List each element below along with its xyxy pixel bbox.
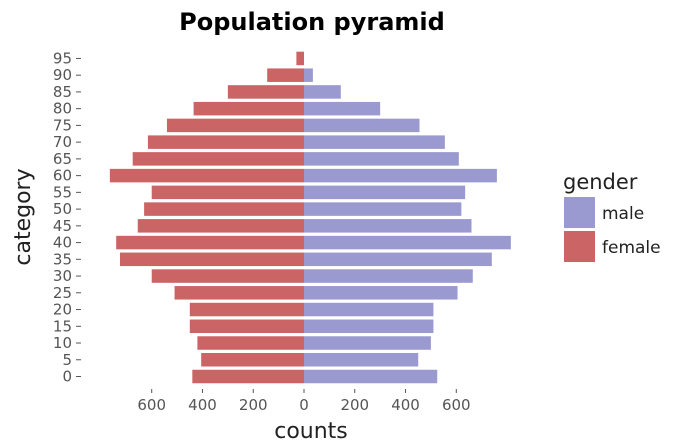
bar-male-10 — [304, 336, 431, 350]
y-tick-label-60: 60 — [53, 167, 72, 185]
bar-male-90 — [304, 68, 313, 82]
x-tick-label-2: 200 — [239, 396, 268, 414]
x-tick-label-3: 0 — [299, 396, 309, 414]
y-tick-label-0: 0 — [62, 368, 72, 386]
legend-label-male: male — [602, 204, 644, 224]
bar-female-70 — [147, 135, 304, 149]
legend-title: gender — [563, 170, 638, 194]
bar-male-65 — [304, 152, 459, 166]
bar-female-25 — [174, 286, 304, 300]
y-tick-label-40: 40 — [53, 234, 72, 252]
bar-male-25 — [304, 286, 458, 300]
y-tick-label-80: 80 — [53, 100, 72, 118]
bar-male-75 — [304, 118, 420, 133]
y-tick-label-70: 70 — [53, 133, 72, 151]
y-tick-label-5: 5 — [62, 351, 72, 369]
y-tick-label-20: 20 — [53, 301, 72, 319]
bar-male-45 — [304, 219, 472, 233]
bar-female-65 — [132, 152, 304, 166]
y-axis-title: category — [11, 168, 36, 265]
y-tick-label-85: 85 — [53, 83, 72, 101]
chart-title: Population pyramid — [179, 8, 445, 36]
y-tick-label-50: 50 — [53, 200, 72, 218]
bar-male-80 — [304, 101, 381, 116]
bar-male-15 — [304, 319, 434, 334]
bar-female-0 — [192, 369, 304, 384]
y-tick-label-75: 75 — [53, 116, 72, 134]
bar-female-55 — [151, 185, 304, 200]
bar-female-40 — [116, 235, 304, 250]
bar-male-5 — [304, 353, 419, 367]
x-tick-label-5: 400 — [391, 396, 420, 414]
bar-female-90 — [267, 68, 304, 82]
bar-female-95 — [296, 51, 304, 66]
y-tick-label-90: 90 — [53, 66, 72, 84]
bar-male-70 — [304, 135, 445, 149]
bar-male-40 — [304, 235, 511, 250]
y-tick-label-65: 65 — [53, 150, 72, 168]
y-tick-label-45: 45 — [53, 217, 72, 235]
legend-swatch-female — [564, 231, 595, 262]
bar-female-30 — [151, 269, 304, 283]
x-axis-title: counts — [274, 419, 348, 444]
bar-female-50 — [144, 202, 304, 216]
bar-male-50 — [304, 202, 462, 216]
bar-female-85 — [227, 85, 304, 99]
y-tick-label-25: 25 — [53, 284, 72, 302]
bar-female-60 — [109, 168, 304, 183]
bar-female-35 — [119, 252, 305, 267]
y-tick-label-10: 10 — [53, 334, 72, 352]
bar-male-85 — [304, 85, 341, 99]
bars-group — [109, 51, 511, 384]
bar-male-60 — [304, 168, 497, 183]
bar-female-75 — [166, 118, 304, 133]
bar-male-0 — [304, 369, 438, 384]
legend-label-female: female — [602, 238, 661, 258]
bar-female-45 — [137, 219, 304, 233]
y-tick-label-95: 95 — [53, 49, 72, 67]
bar-male-55 — [304, 185, 466, 200]
bar-female-80 — [193, 101, 304, 116]
bar-male-30 — [304, 269, 473, 283]
bar-male-20 — [304, 302, 434, 317]
bar-female-15 — [189, 319, 304, 334]
x-axis-ticks: 600 400 200 0 200 400 600 — [137, 389, 471, 414]
bar-female-20 — [189, 302, 304, 317]
x-tick-label-6: 600 — [442, 396, 471, 414]
y-tick-label-15: 15 — [53, 317, 72, 335]
x-tick-label-1: 400 — [188, 396, 217, 414]
x-tick-label-4: 200 — [340, 396, 369, 414]
bar-female-5 — [201, 353, 304, 367]
y-tick-label-30: 30 — [53, 267, 72, 285]
y-tick-label-35: 35 — [53, 250, 72, 268]
x-tick-label-0: 600 — [137, 396, 166, 414]
legend-swatch-male — [564, 197, 595, 228]
bar-female-10 — [197, 336, 304, 350]
y-tick-label-55: 55 — [53, 183, 72, 201]
legend: gender male female — [563, 170, 661, 262]
bar-male-35 — [304, 252, 492, 267]
